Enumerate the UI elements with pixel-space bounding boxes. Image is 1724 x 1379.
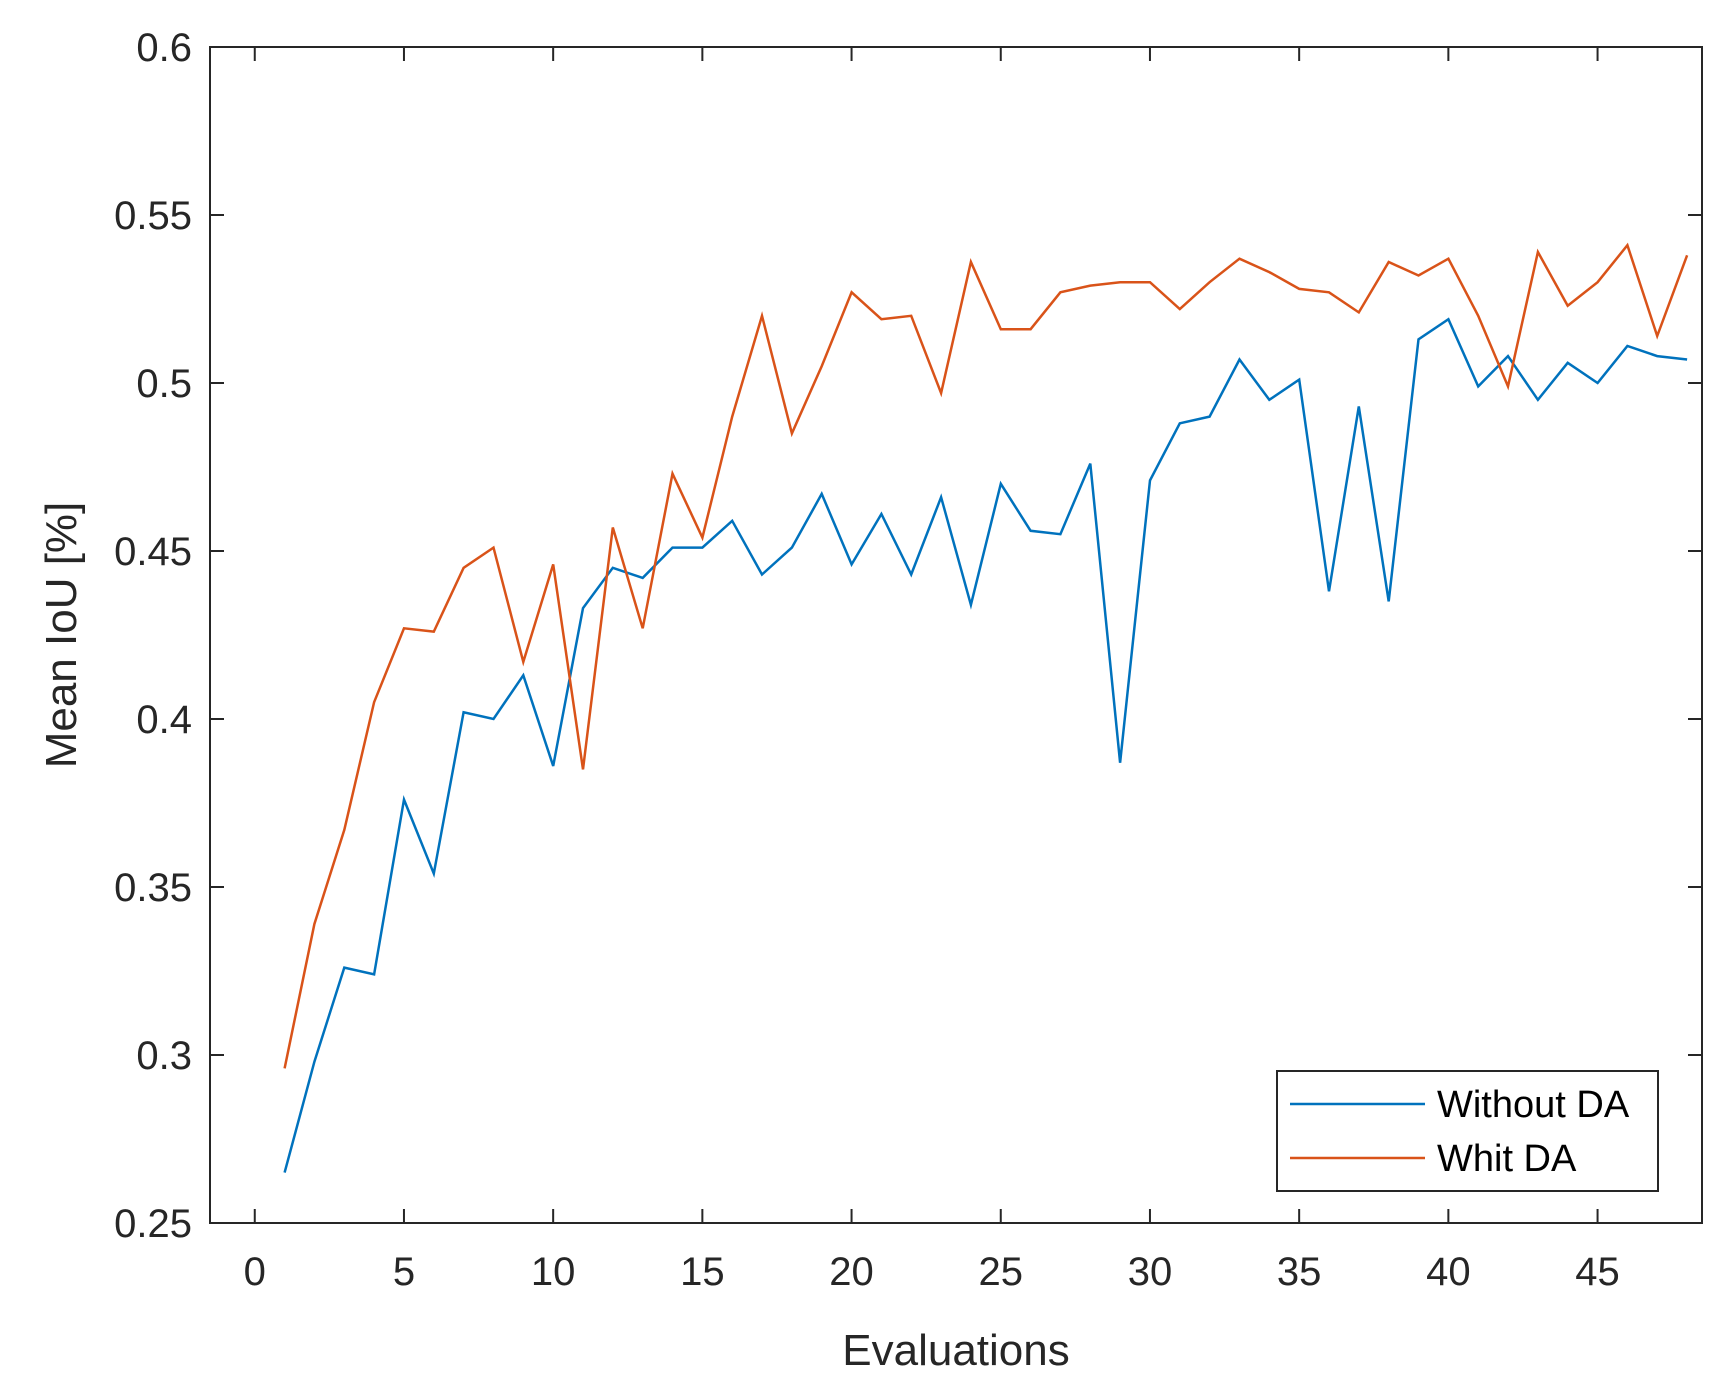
y-tick-label: 0.5 <box>136 362 192 406</box>
x-tick-label: 35 <box>1277 1250 1322 1294</box>
x-tick-label: 30 <box>1128 1250 1173 1294</box>
x-tick-label: 0 <box>244 1250 266 1294</box>
series-layer <box>283 242 1689 1173</box>
y-tick-label: 0.4 <box>136 698 192 742</box>
y-tick-label: 0.45 <box>114 530 192 574</box>
x-tick-label: 40 <box>1426 1250 1471 1294</box>
x-tick-label: 10 <box>531 1250 576 1294</box>
x-tick-label: 5 <box>393 1250 415 1294</box>
ticks-layer: 0 5 10 15 20 25 30 35 40 45 0.25 0.3 0.35 0.4 0.45 0.5 0… <box>114 26 1702 1294</box>
x-tick-label: 15 <box>680 1250 725 1294</box>
plot-background <box>210 47 1702 1223</box>
x-tick-label: 25 <box>979 1250 1024 1294</box>
x-tick-label: 20 <box>829 1250 874 1294</box>
x-tick-label: 45 <box>1575 1250 1620 1294</box>
y-tick-label: 0.55 <box>114 194 192 238</box>
y-tick-label: 0.25 <box>114 1202 192 1246</box>
legend-label-without-da: Without DA <box>1437 1084 1630 1126</box>
series-line-without-da <box>283 317 1688 1173</box>
series-line-whit-da <box>283 242 1689 1069</box>
legend-label-whit-da: Whit DA <box>1437 1138 1577 1180</box>
plot-frame <box>209 46 1703 1224</box>
y-axis-title: Mean IoU [%] <box>37 502 86 769</box>
x-axis-title: Evaluations <box>842 1326 1069 1375</box>
legend: Without DA Whit DA <box>1276 1070 1659 1192</box>
legend-box <box>1276 1070 1659 1192</box>
y-tick-label: 0.35 <box>114 866 192 910</box>
y-tick-label: 0.3 <box>136 1034 192 1078</box>
y-tick-label: 0.6 <box>136 26 192 70</box>
